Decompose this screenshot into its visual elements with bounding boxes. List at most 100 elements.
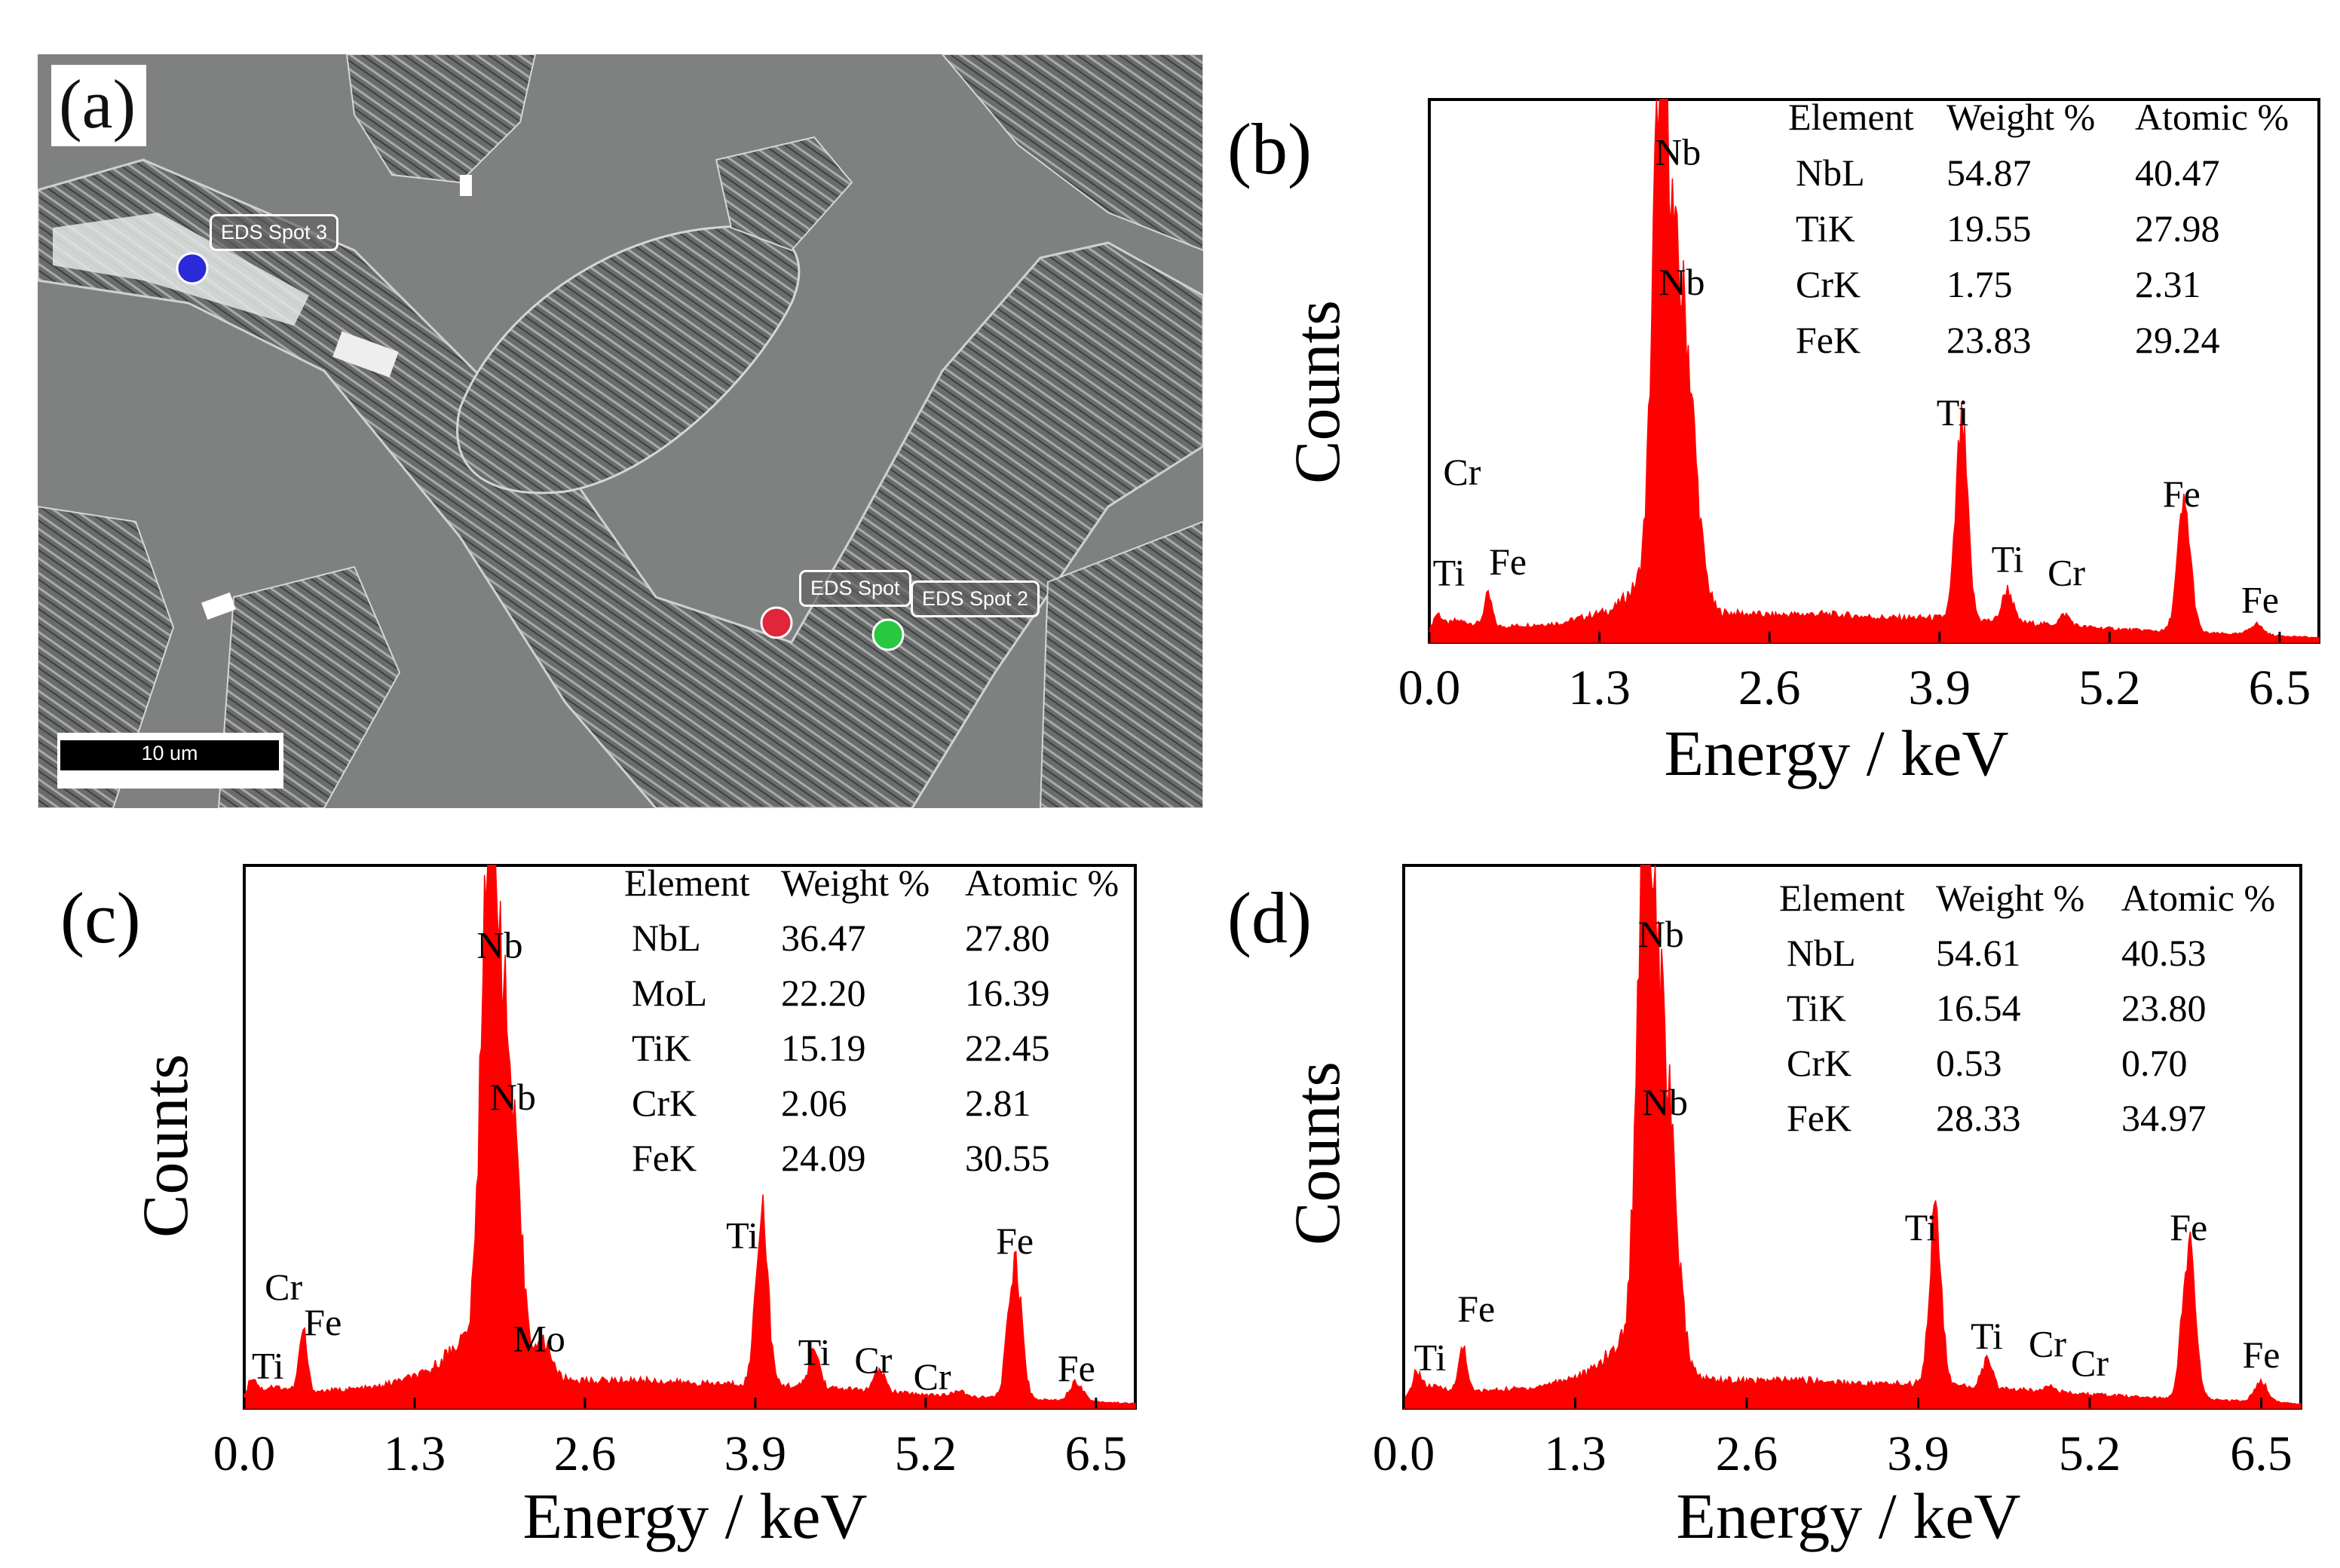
x-tick-label: 0.0 — [213, 1426, 276, 1481]
peak-label: Mo — [513, 1317, 565, 1359]
peak-label: Ti — [1992, 537, 2024, 580]
table-header: Weight % — [781, 862, 930, 904]
table-cell: NbL — [632, 917, 701, 959]
peak-label: Ti — [1937, 391, 1969, 433]
table-cell: TiK — [1787, 987, 1846, 1029]
peak-label: Cr — [854, 1339, 892, 1381]
peak-label: Fe — [2163, 473, 2201, 515]
table-cell: 54.87 — [1946, 152, 2032, 194]
peak-label: Fe — [304, 1301, 342, 1343]
peak-label: Nb — [490, 1076, 536, 1118]
table-cell: CrK — [632, 1082, 697, 1124]
scale-bar — [60, 740, 279, 770]
peak-label: Nb — [476, 923, 522, 966]
x-tick-label: 1.3 — [1544, 1426, 1606, 1481]
x-tick-label: 6.5 — [2230, 1426, 2293, 1481]
table-cell: 16.39 — [965, 972, 1050, 1014]
peak-label: Ti — [726, 1214, 758, 1257]
y-axis-label: Counts — [129, 1054, 201, 1238]
table-cell: TiK — [632, 1027, 691, 1069]
table-cell: NbL — [1787, 932, 1856, 974]
table-cell: 24.09 — [781, 1137, 866, 1179]
table-cell: 30.55 — [965, 1137, 1050, 1179]
eds-spot-1-label: EDS Spot — [799, 570, 911, 607]
table-cell: CrK — [1796, 263, 1861, 305]
x-tick-label: 6.5 — [2249, 660, 2311, 715]
table-cell: FeK — [1787, 1097, 1851, 1139]
table-cell: 22.45 — [965, 1027, 1050, 1069]
x-tick-label: 5.2 — [2078, 660, 2141, 715]
peak-label: Nb — [1642, 1081, 1688, 1123]
panel-letter-d: (d) — [1227, 877, 1312, 958]
eds-spot-2-label: EDS Spot 2 — [911, 580, 1040, 617]
peak-label: Ti — [1971, 1315, 2003, 1357]
table-cell: 40.47 — [2135, 152, 2220, 194]
table-cell: 22.20 — [781, 972, 866, 1014]
table-cell: 23.83 — [1946, 319, 2032, 361]
table-header: Weight % — [1946, 96, 2095, 138]
table-header: Weight % — [1936, 877, 2084, 919]
scale-bar-label: 10 um — [141, 742, 198, 764]
peak-label: Ti — [252, 1344, 284, 1386]
peak-label: Fe — [1457, 1288, 1495, 1330]
table-cell: 2.81 — [965, 1082, 1031, 1124]
peak-label: Fe — [1489, 541, 1527, 583]
y-axis-label: Counts — [1281, 300, 1353, 484]
peak-label: Ti — [1414, 1337, 1447, 1379]
peak-label: Nb — [1638, 913, 1684, 955]
table-cell: FeK — [1796, 319, 1861, 361]
peak-label: Cr — [265, 1266, 302, 1308]
table-cell: 19.55 — [1946, 207, 2032, 250]
table-cell: 2.06 — [781, 1082, 847, 1124]
table-cell: 34.97 — [2121, 1097, 2207, 1139]
x-tick-label: 5.2 — [895, 1426, 957, 1481]
table-cell: 1.75 — [1946, 263, 2013, 305]
x-axis-label: Energy / keV — [1665, 717, 2009, 789]
spectrum-area — [1403, 865, 2302, 1409]
spectrum-area — [243, 865, 1136, 1409]
x-tick-label: 2.6 — [1738, 660, 1801, 715]
peak-label: Cr — [1443, 451, 1481, 493]
table-cell: 27.80 — [965, 917, 1050, 959]
sem-micrograph: EDS Spot 3 EDS Spot EDS Spot 2 10 um (a) — [38, 54, 1203, 808]
table-cell: 15.19 — [781, 1027, 866, 1069]
panel-letter-b: (b) — [1227, 109, 1312, 189]
table-header: Atomic % — [965, 862, 1119, 904]
sem-texture — [38, 54, 1203, 808]
table-header: Atomic % — [2135, 96, 2289, 138]
peak-label: Ti — [798, 1331, 831, 1373]
peak-label: Cr — [2071, 1342, 2109, 1384]
x-axis-label: Energy / keV — [1677, 1480, 2021, 1552]
table-cell: MoL — [632, 972, 707, 1014]
x-tick-label: 6.5 — [1065, 1426, 1128, 1481]
table-cell: 28.33 — [1936, 1097, 2021, 1139]
peak-label: Fe — [2170, 1206, 2207, 1248]
x-axis-label: Energy / keV — [523, 1480, 868, 1552]
table-cell: 0.70 — [2121, 1042, 2188, 1084]
table-cell: 16.54 — [1936, 987, 2021, 1029]
x-tick-label: 2.6 — [554, 1426, 617, 1481]
panel-letter-a: (a) — [51, 65, 147, 146]
table-cell: 23.80 — [2121, 987, 2207, 1029]
table-header: Atomic % — [2121, 877, 2275, 919]
table-cell: CrK — [1787, 1042, 1851, 1084]
peak-label: Fe — [996, 1220, 1034, 1262]
peak-label: Ti — [1433, 551, 1466, 593]
x-tick-label: 3.9 — [1909, 660, 1971, 715]
x-tick-label: 3.9 — [1887, 1426, 1949, 1481]
peak-label: Fe — [1058, 1347, 1095, 1389]
x-tick-label: 2.6 — [1716, 1426, 1778, 1481]
panel-letter-c: (c) — [60, 877, 141, 958]
table-header: Element — [624, 862, 750, 904]
peak-label: Nb — [1655, 130, 1701, 173]
x-tick-label: 5.2 — [2059, 1426, 2121, 1481]
table-cell: 40.53 — [2121, 932, 2207, 974]
eds-spot-3-label: EDS Spot 3 — [210, 214, 339, 251]
table-header: Element — [1779, 877, 1905, 919]
peak-label: Nb — [1659, 261, 1704, 303]
x-tick-label: 0.0 — [1373, 1426, 1435, 1481]
spectrum-area — [1429, 99, 2320, 643]
